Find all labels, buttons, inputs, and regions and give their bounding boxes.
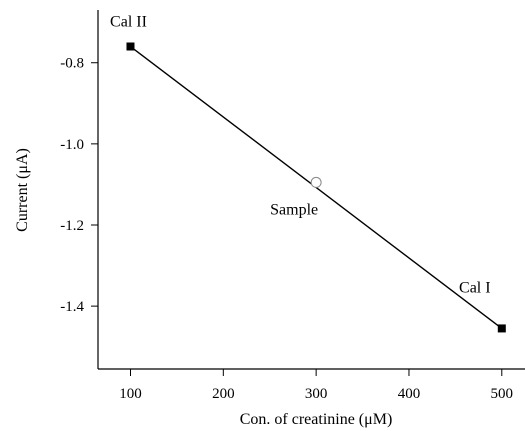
cal-ii-label: Cal II	[110, 14, 147, 31]
cal-i-point	[497, 324, 506, 333]
x-axis-title: Con. of creatinine (μM)	[240, 411, 393, 428]
x-tick-label: 400	[398, 386, 421, 402]
cal-ii-point	[126, 42, 135, 51]
y-tick-label: -1.0	[60, 137, 84, 153]
x-tick-label: 200	[212, 386, 235, 402]
x-tick-label: 300	[305, 386, 328, 402]
plot-marks: Cal II Sample Cal I	[110, 14, 506, 333]
axis-ticks: 100 200 300 400 500 -0.8 -1.0 -1.2 -1.4	[60, 56, 513, 402]
cal-i-label: Cal I	[459, 279, 491, 296]
y-tick-label: -0.8	[60, 56, 84, 72]
sample-point	[310, 176, 322, 188]
sample-label: Sample	[270, 201, 318, 218]
x-tick-label: 100	[119, 386, 142, 402]
x-tick-label: 500	[491, 386, 514, 402]
y-axis-title: Current (μA)	[14, 148, 31, 232]
y-tick-label: -1.4	[60, 299, 84, 315]
y-tick-label: -1.2	[60, 218, 84, 234]
